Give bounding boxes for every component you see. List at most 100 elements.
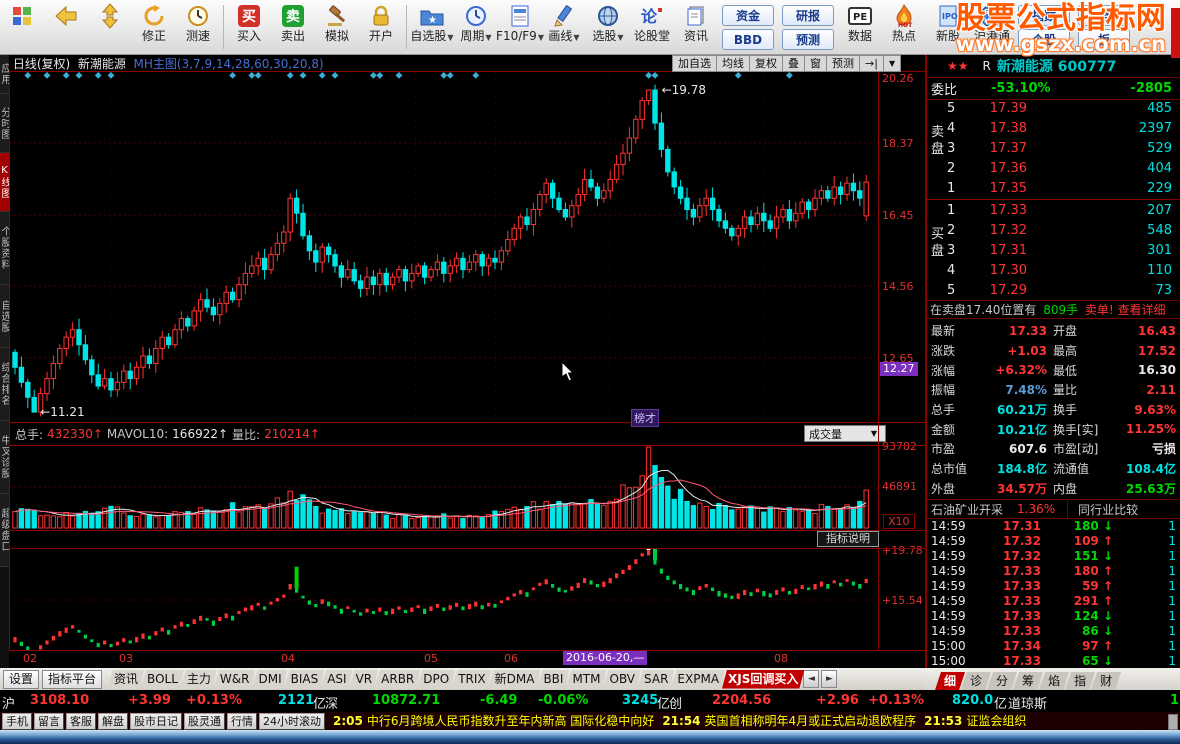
scroll-right-icon[interactable]: ► [821, 670, 838, 688]
panel-tab-筹[interactable]: 筹 [1013, 672, 1043, 690]
buy-row[interactable]: 5 17.29 73 [927, 280, 1180, 300]
chart-button-叠[interactable]: 叠 [783, 55, 805, 72]
chart-button-复权[interactable]: 复权 [750, 55, 783, 72]
toolbar-item-论股堂[interactable]: 论论股堂 [630, 3, 674, 43]
candlestick-plot[interactable] [9, 72, 878, 422]
toolbar-item-新股[interactable]: IPO 新股 [926, 3, 970, 43]
left-tab-个股资料[interactable]: 个股资料 [0, 212, 9, 285]
indicator-tab-ARBR[interactable]: ARBR [375, 670, 420, 689]
order-alert[interactable]: 在卖盘17.40位置有 809手 卖单! 查看详细 [927, 300, 1180, 317]
indicator-tab-DMI[interactable]: DMI [252, 670, 287, 689]
panel-tab-分[interactable]: 分 [987, 672, 1017, 690]
toolbar-item-数据[interactable]: PE 数据 [838, 3, 882, 43]
toolbar-button-个股[interactable]: 个股 [1018, 29, 1070, 50]
indicator-tab-BBI[interactable]: BBI [537, 670, 569, 689]
news-button-手机[interactable]: 手机 [2, 713, 32, 730]
toolbar-item-自选股[interactable]: ★ 自选股▼ [410, 3, 454, 45]
left-tab-应用[interactable]: 应用 [0, 55, 9, 94]
chart-button-窗[interactable]: 窗 [805, 55, 827, 72]
indicator-tab-TRIX[interactable]: TRIX [452, 670, 491, 689]
left-tab-综合排名[interactable]: 综合排名 [0, 348, 9, 421]
indicator-tab-W&R[interactable]: W&R [214, 670, 256, 689]
sector-row[interactable]: 石油矿业开采 1.36% 同行业比较 [927, 499, 1180, 519]
sell-row[interactable]: 5 17.39 485 [927, 98, 1180, 118]
chart-button-预测[interactable]: 预测 [827, 55, 860, 72]
indicator-tab-VR[interactable]: VR [350, 670, 379, 689]
sell-row[interactable]: 4 17.38 2397 [927, 118, 1180, 138]
panel-tab-焰[interactable]: 焰 [1039, 672, 1069, 690]
news-button-股市日记[interactable]: 股市日记 [130, 713, 182, 730]
panel-tab-财[interactable]: 财 [1091, 672, 1121, 690]
toolbar-item-开户[interactable]: 开户 [359, 3, 403, 43]
toolbar-item-画线[interactable]: 画线▼ [542, 3, 586, 45]
indicator-help-button[interactable]: 指标说明 [817, 531, 879, 547]
lower-indicator-plot[interactable] [9, 548, 878, 650]
buy-row[interactable]: 2 17.32 548 [927, 220, 1180, 240]
news-item[interactable]: 21:54 英国首相称明年4月或正式启动退欧程序 [662, 712, 916, 730]
volume-plot[interactable] [9, 446, 878, 530]
left-tab-牛叉诊股[interactable]: 牛叉诊股 [0, 421, 9, 494]
toolbar-item-模拟[interactable]: 模拟 [315, 3, 359, 43]
indicator-tab-OBV[interactable]: OBV [604, 670, 642, 689]
news-button-行情[interactable]: 行情 [227, 713, 257, 730]
toolbar-button-BBD[interactable]: BBD [722, 29, 774, 50]
toolbar-item-卖出[interactable]: 卖卖出 [271, 3, 315, 43]
news-button-留言[interactable]: 留言 [34, 713, 64, 730]
indicator-tab-资讯[interactable]: 资讯 [108, 670, 144, 689]
indicator-tab-SAR[interactable]: SAR [638, 670, 674, 689]
sell-row[interactable]: 3 17.37 529 [927, 138, 1180, 158]
toolbar-button-指数[interactable]: 指数 [1018, 5, 1070, 26]
toolbar-item[interactable] [88, 3, 132, 29]
sell-row[interactable]: 1 17.35 229 [927, 178, 1180, 198]
news-button-股灵通[interactable]: 股灵通 [184, 713, 225, 730]
indicator-platform-button[interactable]: 指标平台 [42, 669, 103, 689]
toolbar-button-资金[interactable]: 资金 [722, 5, 774, 26]
indicator-tab-BOLL[interactable]: BOLL [141, 670, 184, 689]
news-button-客服[interactable]: 客服 [66, 713, 96, 730]
toolbar-button-预测[interactable]: 预测 [782, 29, 834, 50]
toolbar-item-选股[interactable]: 选股▼ [586, 3, 630, 45]
chevron-down-icon[interactable]: ▼ [883, 55, 902, 72]
skip-end-icon[interactable]: →| [860, 55, 884, 72]
indicator-tab-active[interactable]: XJS回调买入 [722, 670, 804, 689]
buy-row[interactable]: 3 17.31 301 [927, 240, 1180, 260]
panel-tab-诊[interactable]: 诊 [961, 672, 991, 690]
chart-button-加自选[interactable]: 加自选 [672, 55, 717, 72]
indicator-tab-EXPMA[interactable]: EXPMA [671, 670, 725, 689]
indicator-tab-DPO[interactable]: DPO [417, 670, 455, 689]
panel-tab-指[interactable]: 指 [1065, 672, 1095, 690]
news-scrollbar-thumb[interactable] [1168, 714, 1178, 730]
star-rating-icon[interactable]: ★★ [947, 59, 969, 73]
toolbar-button-板[interactable]: 板 [1078, 29, 1130, 50]
buy-row[interactable]: 1 17.33 207 [927, 200, 1180, 220]
toolbar-item-资讯[interactable]: 资讯 [674, 3, 718, 43]
chart-button-均线[interactable]: 均线 [717, 55, 750, 72]
left-tab-超级盘口[interactable]: 超级盘口 [0, 494, 9, 567]
news-button-解盘[interactable]: 解盘 [98, 713, 128, 730]
indicator-tab-新DMA[interactable]: 新DMA [489, 670, 541, 689]
news-item[interactable]: 2:05 中行6月跨境人民币指数升至年内新高 国际化稳中向好 [333, 712, 654, 730]
toolbar-item-买入[interactable]: 买买入 [227, 3, 271, 43]
settings-button[interactable]: 设置 [3, 669, 40, 689]
toolbar-item-测速[interactable]: 测速 [176, 3, 220, 43]
sell-row[interactable]: 2 17.36 404 [927, 158, 1180, 178]
indicator-tab-MTM[interactable]: MTM [566, 670, 606, 689]
left-tab-K线图[interactable]: K线图 [0, 153, 9, 212]
volume-indicator-dropdown[interactable]: 成交量 ▼ [804, 425, 886, 442]
toolbar-item-热点[interactable]: HOT 热点 [882, 3, 926, 43]
buy-row[interactable]: 4 17.30 110 [927, 260, 1180, 280]
left-tab-分时图[interactable]: 分时图 [0, 94, 9, 153]
toolbar-button-研报[interactable]: 研报 [782, 5, 834, 26]
panel-tab-细[interactable]: 细 [935, 672, 965, 690]
scroll-left-icon[interactable]: ◄ [803, 670, 820, 688]
toolbar-item-F10/F9[interactable]: F10/F9▼ [496, 3, 544, 45]
toolbar-button-全[interactable]: 全 [1078, 5, 1130, 26]
toolbar-item-修正[interactable]: 修正 [132, 3, 176, 43]
indicator-tab-BIAS[interactable]: BIAS [285, 670, 325, 689]
toolbar-item-周期[interactable]: 周期▼ [454, 3, 498, 45]
indicator-tab-主力[interactable]: 主力 [181, 670, 217, 689]
sector-compare-link[interactable]: 同行业比较 [1078, 502, 1139, 517]
toolbar-item[interactable] [0, 3, 44, 29]
toolbar-item-沪港通[interactable]: SSE HKE 沪港通 [970, 3, 1014, 43]
left-tab-自选股[interactable]: 自选股 [0, 285, 9, 348]
